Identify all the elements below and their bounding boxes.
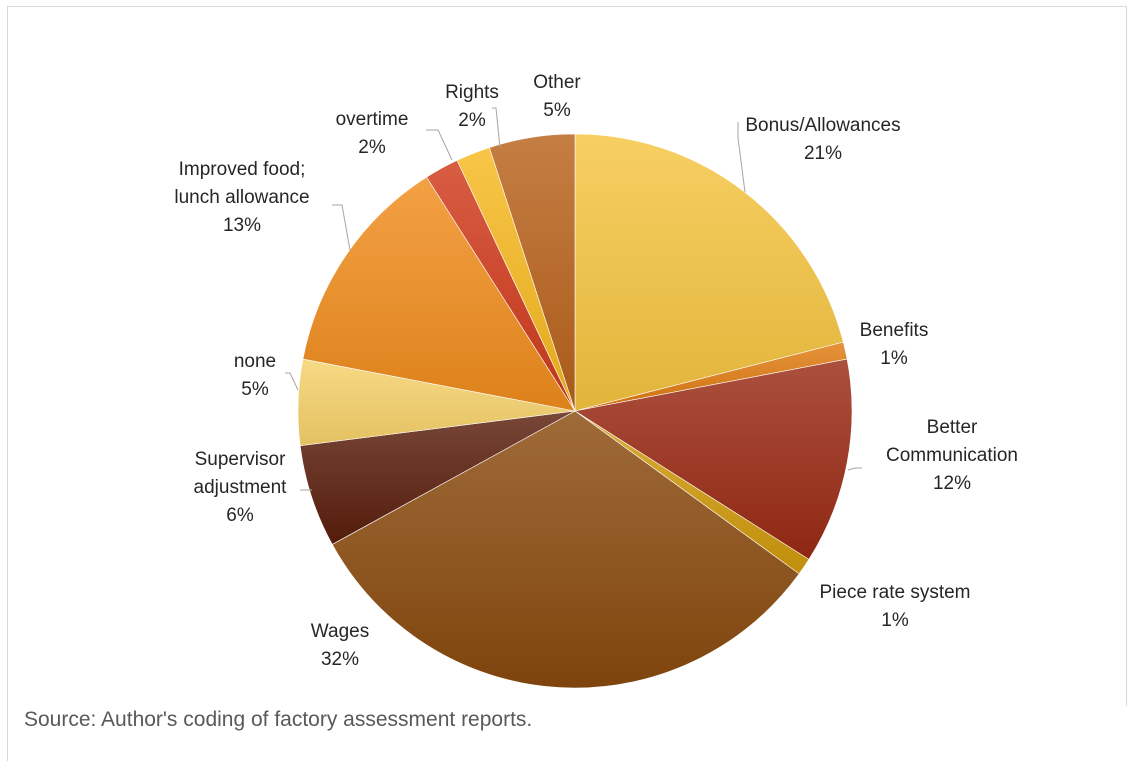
data-label-piece-rate-system: Piece rate system 1% [820,582,971,631]
pie-slice-improved-food-lunch-allowance [302,176,576,412]
frame-left-rule [7,6,8,761]
slice-percent: 21% [804,143,842,164]
leader-line [737,122,746,193]
leader-lines [285,107,862,491]
slice-name: none [234,351,276,372]
leader-line [426,129,453,161]
slice-name: Bonus/Allowances [745,115,900,136]
slice-percent: 5% [543,100,571,121]
slice-percent: 2% [458,110,486,131]
data-label-supervisor-adjustment: Supervisor adjustment 6% [194,449,288,526]
chart-area [7,6,1127,706]
data-label-other: Other 5% [533,72,581,121]
data-label-rights: Rights 2% [445,82,499,131]
slice-name: Benefits [860,320,929,341]
data-label-bonus-allowances: Bonus/Allowances 21% [745,115,900,164]
slice-name: Rights [445,82,499,103]
slice-name: overtime [336,109,409,130]
slice-name: Communication [886,445,1018,466]
leader-line [285,372,299,391]
slice-percent: 6% [226,505,254,526]
leader-line [332,204,351,251]
slice-name: Improved food; [179,159,306,180]
slice-name: Wages [311,621,369,642]
data-label-improved-food-lunch-allowance: Improved food; lunch allowance 13% [174,159,309,236]
slice-percent: 1% [880,348,908,369]
slice-percent: 13% [223,215,261,236]
slice-name: lunch allowance [174,187,309,208]
slice-percent: 32% [321,649,359,670]
leader-line [492,107,501,149]
slice-name: Better [927,417,978,438]
data-label-better-communication: Better Communication 12% [886,417,1018,494]
slice-percent: 1% [881,610,909,631]
slice-percent: 2% [358,137,386,158]
data-label-wages: Wages 32% [311,621,369,670]
pie-slices [297,133,853,689]
pie-slice-bonus-allowances [574,133,844,412]
pie-slice-other [489,133,576,412]
slice-percent: 5% [241,379,269,400]
data-label-benefits: Benefits 1% [860,320,929,369]
leader-line [847,467,862,471]
slice-name: Other [533,72,581,93]
source-note: Source: Author's coding of factory asses… [24,708,533,731]
pie-slice-wages [331,410,800,689]
data-label-none: none 5% [234,351,276,400]
slice-name: adjustment [194,477,288,498]
slice-percent: 12% [933,473,971,494]
slice-name: Piece rate system [820,582,971,603]
slice-name: Supervisor [195,449,286,470]
pie-labels: Bonus/Allowances 21% Benefits 1% Better Commu… [174,72,1018,670]
data-label-overtime: overtime 2% [336,109,409,158]
pie-slice-better-communication [574,358,853,560]
